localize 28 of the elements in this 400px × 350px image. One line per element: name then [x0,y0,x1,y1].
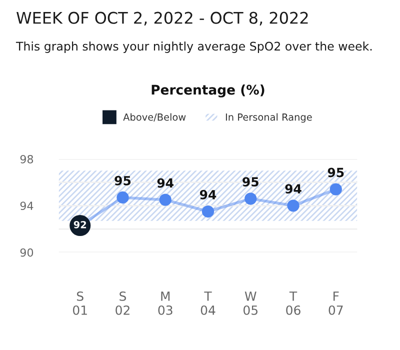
data-label: 92 [74,220,86,228]
point [330,183,342,196]
point [244,192,257,205]
y-tick-label: 94 [20,202,34,210]
legend-label: Above/Below [123,113,186,122]
x-tick-label: T 04 [200,292,216,315]
y-tick-label: 90 [20,248,34,257]
legend-label: In Personal Range [226,113,312,123]
chart-subtitle: This graph shows your nightly average SpO2 over the week. [16,42,372,53]
y-axis-title: Percentage (%) [152,84,264,98]
x-tick-label: W 05 [244,292,258,315]
data-label: 95 [328,168,344,178]
x-tick-label: F 07 [328,292,343,315]
x-tick-label: T 06 [286,292,300,315]
point [202,205,214,218]
chart-title: WEEK OF OCT 2, 2022 - OCT 8, 2022 [16,12,308,26]
x-tick-label: S 02 [116,291,130,315]
y-tick-label: 98 [20,154,34,164]
data-label: 94 [200,190,216,200]
x-tick-label: S 01 [72,291,87,315]
point [287,200,300,212]
data-label: 95 [114,176,131,186]
point [116,191,129,204]
data-label: 94 [157,178,174,188]
x-tick-label: M 03 [158,292,172,315]
point [159,194,172,206]
data-label: 95 [242,177,258,187]
data-label: 94 [285,184,302,194]
